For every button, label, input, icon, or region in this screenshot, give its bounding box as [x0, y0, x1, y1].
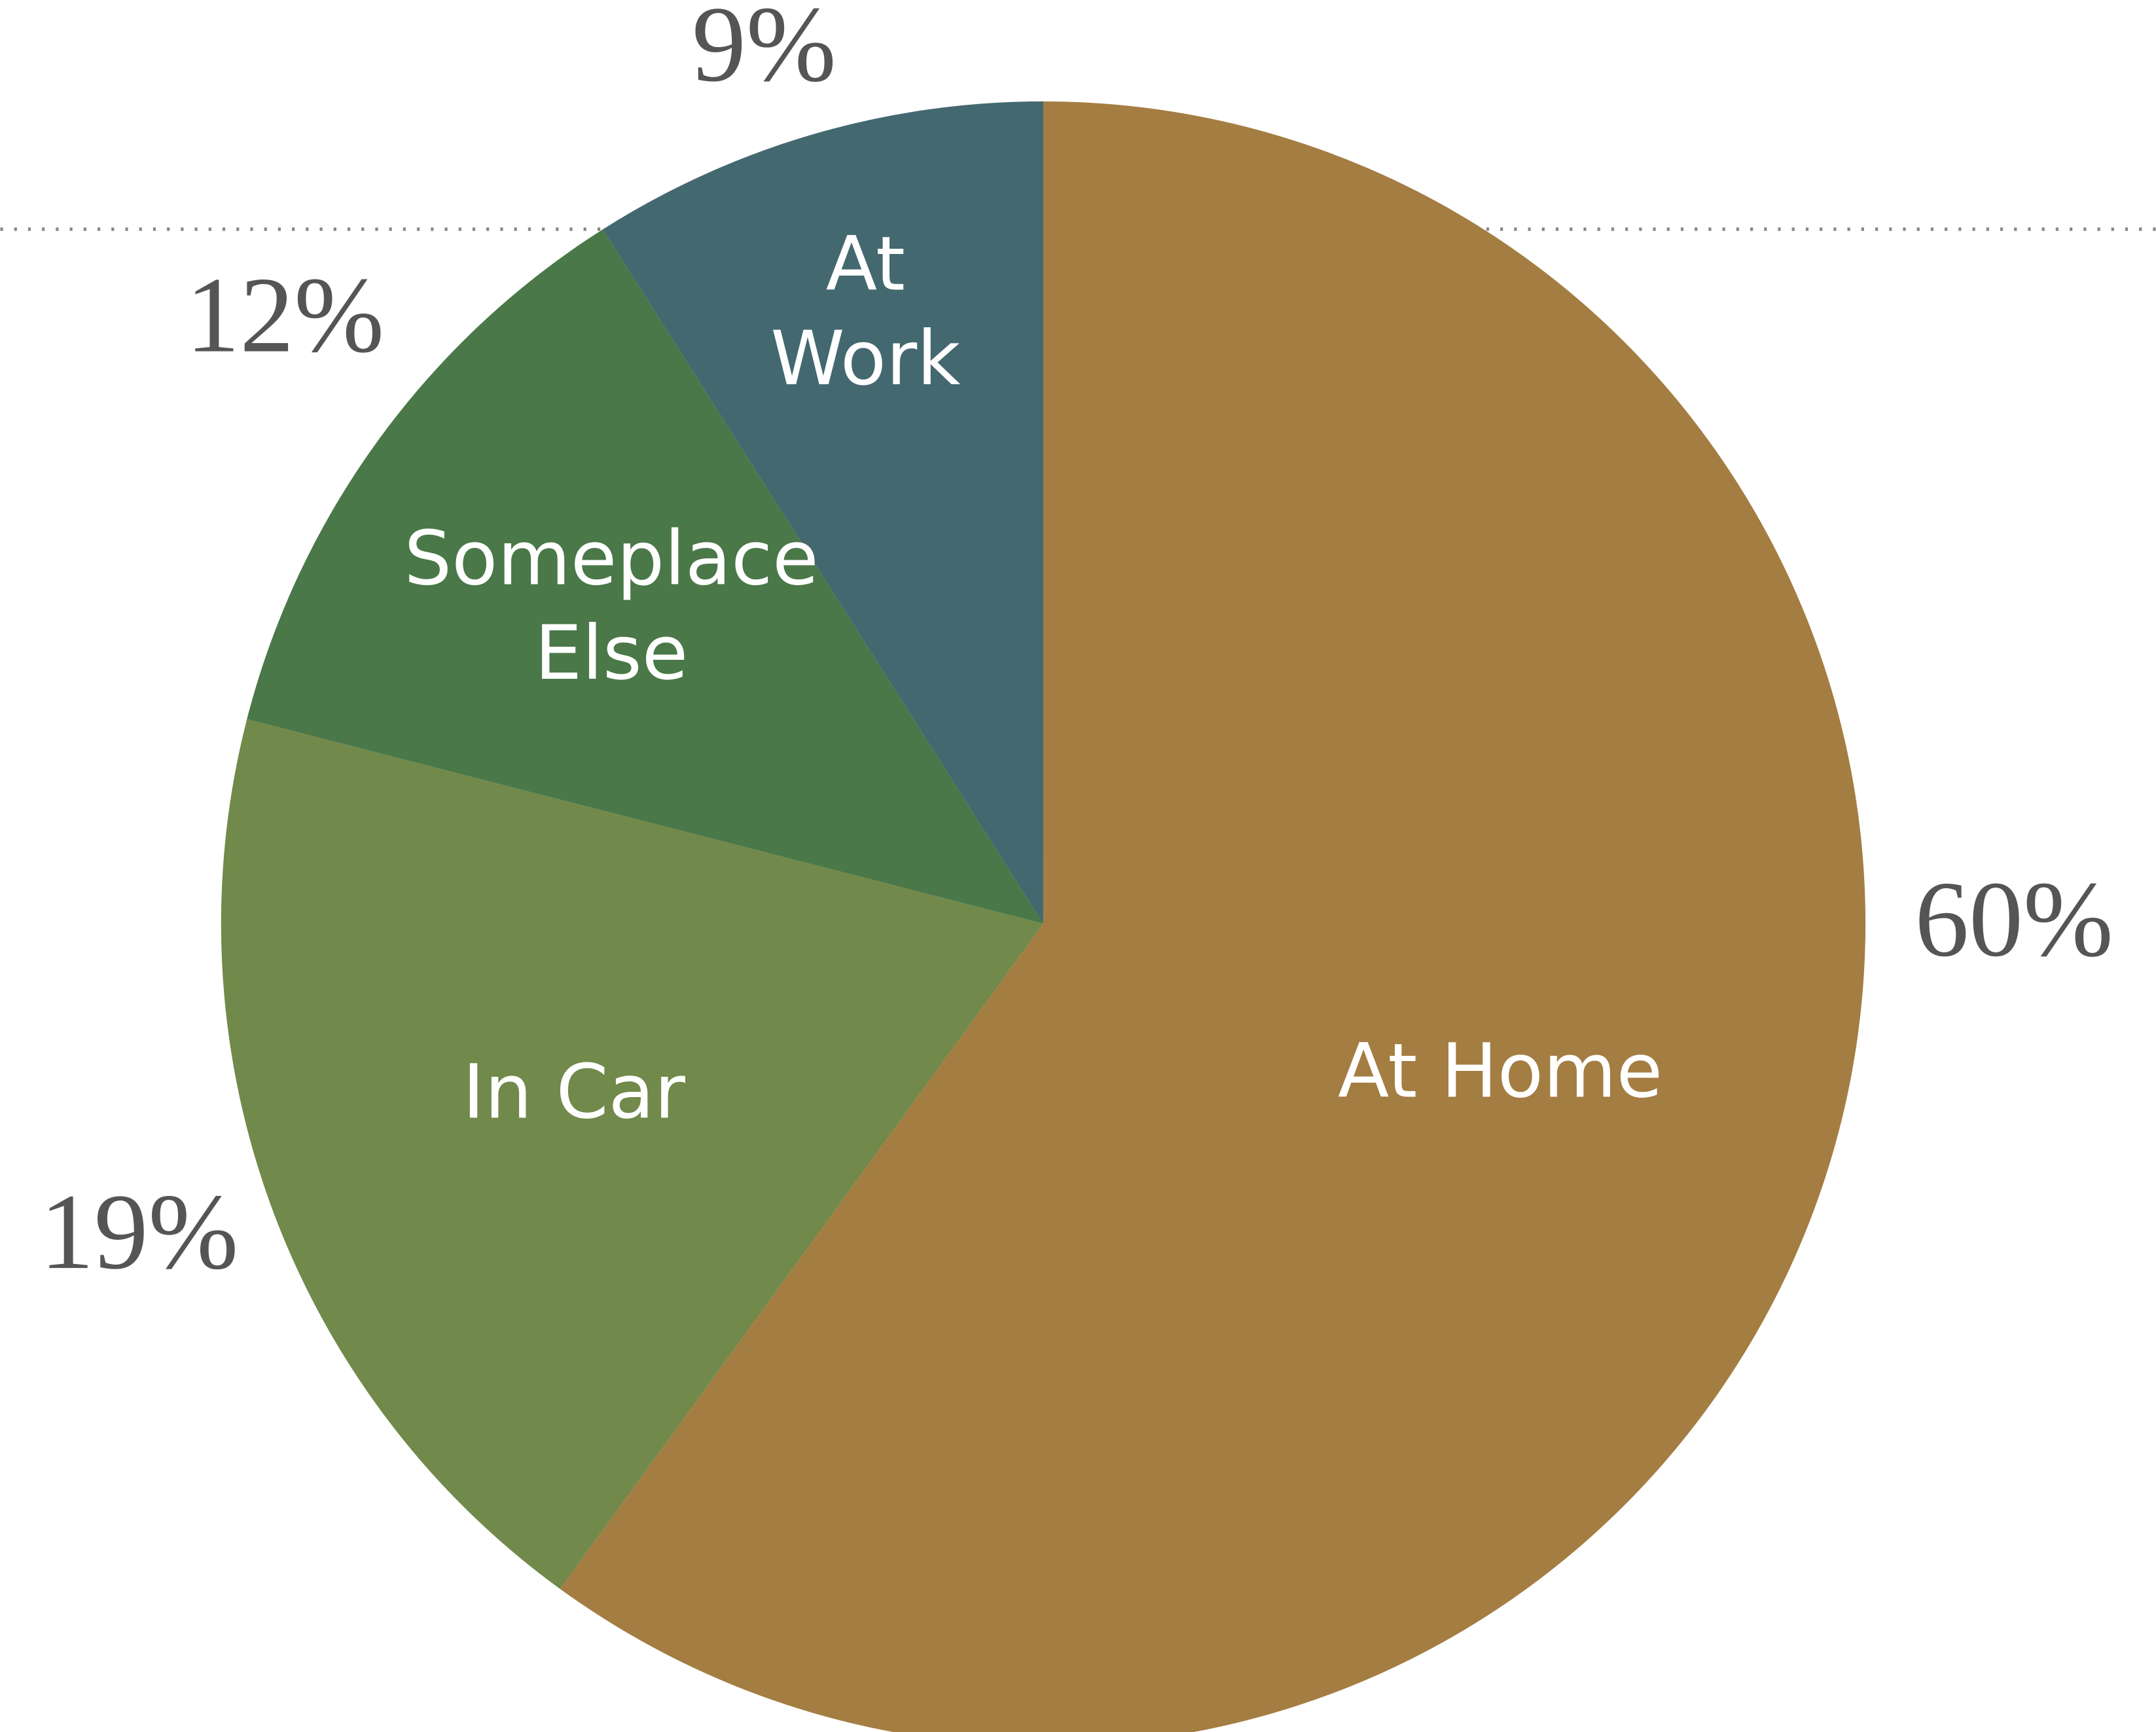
value-label: 60% [1914, 859, 2113, 979]
slice-label: Someplace Else [404, 516, 818, 697]
value-label: 19% [40, 1172, 238, 1291]
pie-slice [602, 101, 1043, 924]
pie-slice [560, 101, 1866, 1732]
pie [221, 101, 1866, 1732]
pie-slice [247, 229, 1043, 924]
value-label: 12% [186, 255, 384, 375]
pie-slice [221, 719, 1043, 1589]
slice-label: At Home [1338, 1028, 1662, 1115]
slice-label: In Car [463, 1049, 686, 1136]
value-label: 9% [692, 0, 836, 104]
slice-label: At Work [770, 221, 961, 403]
